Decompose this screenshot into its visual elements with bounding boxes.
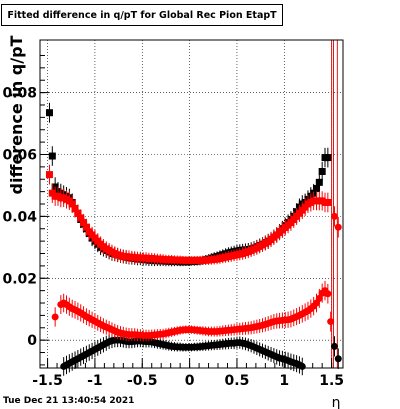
- data-point: [82, 223, 90, 231]
- x-tick-label: 1.5: [319, 373, 344, 389]
- data-point: [68, 200, 76, 208]
- series-0: [45, 102, 332, 267]
- data-point: [74, 209, 82, 217]
- x-tick-label: 1: [279, 373, 289, 389]
- x-tick-label: 0.5: [225, 373, 250, 389]
- y-tick-label: 0.08: [2, 86, 37, 102]
- data-point: [334, 355, 342, 363]
- data-point: [71, 205, 79, 213]
- data-point: [315, 294, 323, 302]
- data-point: [327, 318, 335, 326]
- y-tick-label: 0.04: [2, 209, 37, 225]
- axis-tick-labels: -1.5 -1 -0.5 0 0.5 1 1.5 0 0.02 0.04 0.06 0.08: [2, 86, 344, 389]
- x-tick-label: 0: [185, 373, 195, 389]
- data-point: [330, 212, 338, 220]
- data-point: [315, 178, 323, 186]
- series-3: [51, 206, 342, 342]
- y-axis-label: difference in q/pT: [7, 35, 26, 194]
- series-1: [60, 332, 342, 376]
- data-point: [51, 313, 59, 321]
- axis-ticks: [40, 54, 333, 368]
- x-tick-label: -1: [87, 373, 103, 389]
- series-2: [45, 164, 332, 265]
- data-point: [330, 342, 338, 350]
- data-point: [334, 223, 342, 231]
- data-point: [48, 152, 56, 160]
- data-point: [312, 185, 320, 193]
- reference-lines: [331, 40, 338, 368]
- timestamp: Tue Dec 21 13:40:54 2021: [3, 396, 135, 406]
- x-tick-label: -1.5: [32, 373, 63, 389]
- data-point: [324, 198, 332, 206]
- y-tick-label: 0.02: [2, 271, 37, 287]
- chart-title: Fitted difference in q/pT for Global Rec…: [1, 4, 283, 26]
- data-point: [45, 109, 53, 117]
- y-tick-label: 0.06: [2, 147, 37, 163]
- data-point: [318, 168, 326, 176]
- data-point: [77, 214, 85, 222]
- data-point: [80, 219, 88, 227]
- x-tick-label: -0.5: [127, 373, 158, 389]
- y-tick-label: 0: [27, 333, 37, 349]
- data-series: [45, 102, 342, 376]
- data-point: [324, 154, 332, 162]
- data-point: [45, 171, 53, 179]
- data-point: [298, 362, 306, 370]
- data-point: [324, 290, 332, 298]
- x-axis-label: η: [332, 395, 341, 409]
